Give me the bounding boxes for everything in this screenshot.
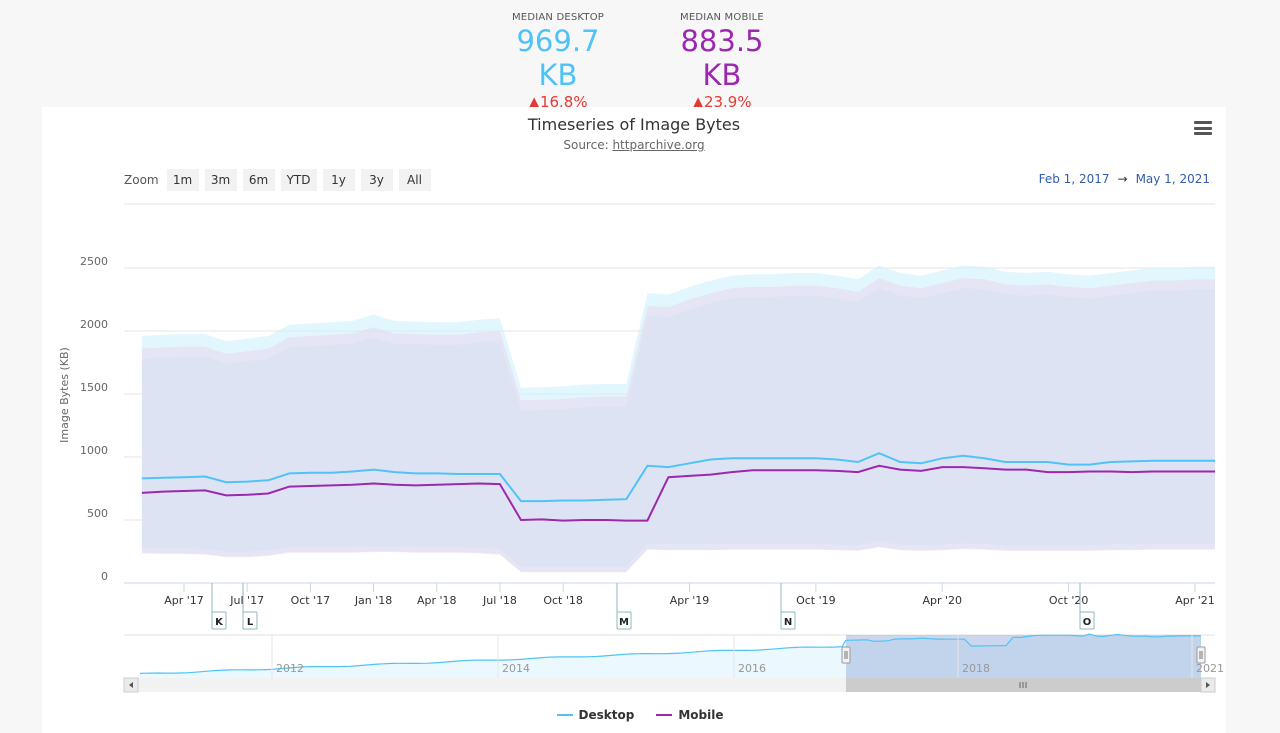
source-link[interactable]: httparchive.org [612,138,705,152]
legend: Desktop Mobile [0,708,1280,722]
svg-text:O: O [1083,617,1092,628]
range-from-input[interactable]: Feb 1, 2017 [1038,172,1110,186]
median-mobile-value: 883.5 KB [680,24,764,92]
legend-item-desktop[interactable]: Desktop [556,708,635,722]
mobile-line [141,464,1215,522]
svg-text:2018: 2018 [962,662,990,675]
zoom-button-all[interactable]: All [398,169,431,191]
flag-n [780,611,796,630]
svg-text:500: 500 [87,507,108,520]
source-prefix: Source: [563,138,613,152]
svg-text:Apr '18: Apr '18 [417,594,457,607]
svg-text:Oct '20: Oct '20 [1049,594,1089,607]
svg-text:Apr '19: Apr '19 [670,594,710,607]
median-desktop-stat: MEDIAN DESKTOP 969.7 KB ▲16.8% [493,12,623,111]
svg-text:Oct '19: Oct '19 [796,594,836,607]
svg-text:2000: 2000 [80,318,108,331]
flag-m [616,611,632,630]
navigator[interactable]: 2012 2014 2016 2018 2021 [139,633,1224,678]
arrow-right-icon: → [1117,172,1128,186]
median-mobile-label: MEDIAN MOBILE [680,12,764,23]
svg-text:Apr '17: Apr '17 [164,594,204,607]
svg-text:Apr '20: Apr '20 [922,594,962,607]
desktop-line [141,452,1215,503]
legend-mobile-label: Mobile [678,708,724,722]
zoom-button-6m[interactable]: 6m [242,169,275,191]
svg-text:1000: 1000 [80,444,108,457]
zoom-button-3m[interactable]: 3m [204,169,237,191]
median-desktop-label: MEDIAN DESKTOP [511,12,605,23]
svg-text:2021: 2021 [1196,662,1224,675]
chevron-right-icon [1206,682,1210,688]
svg-text:Oct '17: Oct '17 [291,594,331,607]
svg-text:2012: 2012 [276,662,304,675]
overlap-band [141,288,1215,567]
median-desktop-change: ▲16.8% [528,93,588,111]
zoom-button-ytd[interactable]: YTD [280,169,317,191]
desktop-swatch-icon [556,714,573,716]
scrollbar[interactable] [123,677,1216,693]
chart-subtitle: Source: httparchive.org [42,138,1226,152]
zoom-label: Zoom [124,173,159,187]
svg-text:1500: 1500 [80,381,108,394]
hamburger-menu-icon[interactable] [1194,121,1212,135]
date-range: Feb 1, 2017 → May 1, 2021 [1039,172,1210,186]
flag-l [242,611,258,630]
svg-text:Oct '18: Oct '18 [543,594,583,607]
svg-text:2014: 2014 [502,662,530,675]
median-desktop-value: 969.7 KB [516,24,600,92]
chevron-left-icon [129,682,133,688]
zoom-button-3y[interactable]: 3y [360,169,393,191]
svg-text:K: K [215,617,224,628]
svg-text:Jul '17: Jul '17 [229,594,264,607]
event-flags: K L M N O [211,583,1095,630]
y-axis: 0 500 1000 1500 2000 2500 [80,255,108,583]
legend-desktop-label: Desktop [578,708,635,722]
median-mobile-change: ▲23.9% [692,93,752,111]
mobile-swatch-icon [656,714,673,716]
svg-text:N: N [784,617,792,628]
zoom-button-1m[interactable]: 1m [166,169,199,191]
svg-text:Apr '21: Apr '21 [1175,594,1215,607]
median-mobile-stat: MEDIAN MOBILE 883.5 KB ▲23.9% [657,12,787,111]
svg-text:0: 0 [101,570,108,583]
svg-text:Jul '18: Jul '18 [482,594,517,607]
navigator-selection [846,635,1201,678]
navigator-left-handle [841,646,851,664]
svg-text:M: M [619,617,629,628]
svg-text:L: L [247,617,254,628]
svg-text:Jan '18: Jan '18 [354,594,392,607]
chart-title: Timeseries of Image Bytes [527,115,741,134]
legend-item-mobile[interactable]: Mobile [656,708,723,722]
x-axis: Apr '17 Jul '17 Oct '17 Jan '18 Apr '18 Jul '… [164,583,1215,607]
navigator-right-handle [1196,646,1206,664]
stats-header: MEDIAN DESKTOP 969.7 KB ▲16.8% MEDIAN MO… [0,12,1280,111]
svg-text:2016: 2016 [738,662,766,675]
svg-text:2500: 2500 [80,255,108,268]
flag-k [211,611,227,630]
zoom-button-1y[interactable]: 1y [322,169,355,191]
range-to-input[interactable]: May 1, 2021 [1135,172,1210,186]
zoom-bar: Zoom 1m 3m 6m YTD 1y 3y All [124,169,431,191]
flag-o [1079,611,1095,630]
y-axis-title: Image Bytes (KB) [58,347,71,443]
